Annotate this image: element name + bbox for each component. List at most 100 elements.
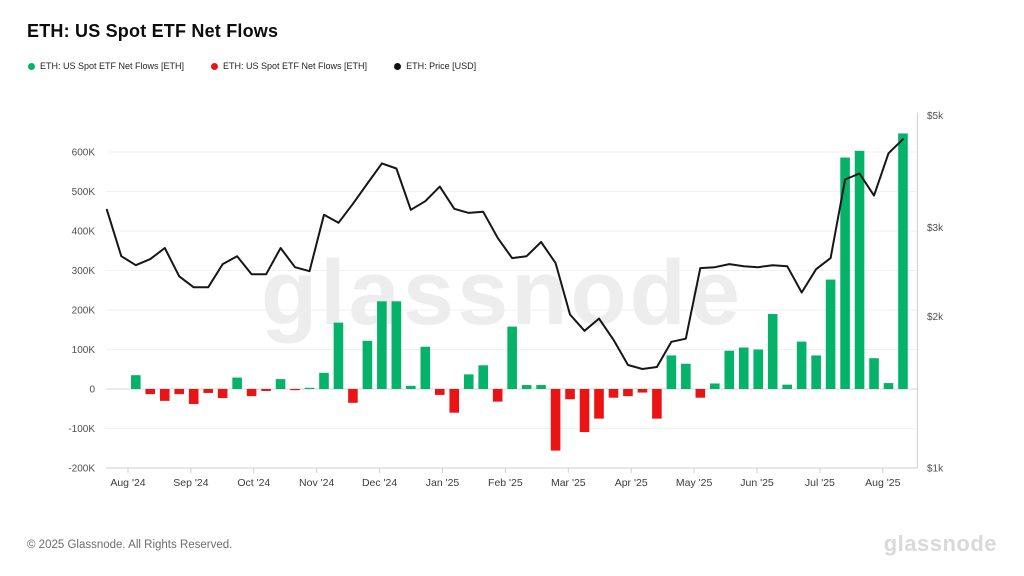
flow-bar[interactable] [449,389,460,413]
flow-bar[interactable] [753,349,764,390]
flow-bar[interactable] [811,355,821,390]
svg-text:0: 0 [89,385,95,396]
svg-text:-200K: -200K [68,464,95,475]
flow-bar[interactable] [825,279,836,389]
svg-text:Nov '24: Nov '24 [299,477,334,489]
legend-dot-icon [211,62,219,70]
flow-bar[interactable] [232,377,242,390]
net-flow-bars [131,133,908,451]
flow-bar[interactable] [478,365,488,389]
flow-bar[interactable] [681,363,691,389]
svg-text:Apr '25: Apr '25 [615,477,648,489]
flow-bar[interactable] [319,372,329,390]
flow-bar[interactable] [623,389,633,397]
flow-bar[interactable] [261,389,271,391]
svg-text:Aug '24: Aug '24 [110,477,145,489]
flow-bar[interactable] [767,313,778,389]
flow-bar[interactable] [710,383,720,389]
flow-bar[interactable] [420,346,431,390]
svg-text:400K: 400K [72,227,96,238]
legend-dot-icon [28,62,35,70]
flow-bar[interactable] [304,387,315,389]
flow-bar[interactable] [159,389,170,401]
flow-bar[interactable] [463,374,474,389]
copyright-text: © 2025 Glassnode. All Rights Reserved. [27,539,233,551]
legend-item-label: ETH: Price [USD] [406,61,477,71]
flow-bar[interactable] [507,326,517,389]
flow-bar[interactable] [579,389,590,433]
legend-item-0[interactable]: ETH: US Spot ETF Net Flows [ETH] [28,61,184,71]
flow-bar[interactable] [275,379,286,390]
chart-title: ETH: US Spot ETF Net Flows [27,21,279,41]
flow-bar[interactable] [840,157,850,389]
svg-text:100K: 100K [72,345,96,356]
flow-bar[interactable] [348,389,358,403]
flow-bar[interactable] [536,385,546,389]
svg-text:200K: 200K [72,306,96,317]
flow-bar[interactable] [724,350,735,390]
flow-bar[interactable] [290,389,300,391]
flow-bar[interactable] [550,389,561,451]
left-axis-labels: 600K 500K 400K 300K 200K 100K 0 -100K -200K [68,148,95,475]
svg-text:$1k: $1k [927,464,944,475]
flow-bar[interactable] [854,150,865,389]
flow-bar[interactable] [883,383,894,389]
svg-text:Aug '25: Aug '25 [865,477,900,489]
svg-text:Sep '24: Sep '24 [173,477,208,489]
flow-bar[interactable] [246,389,257,397]
svg-text:Jan '25: Jan '25 [426,477,460,489]
flow-bar[interactable] [652,389,662,419]
legend-item-1[interactable]: ETH: US Spot ETF Net Flows [ETH] [211,61,367,71]
flow-bar[interactable] [594,389,604,419]
price-line[interactable] [105,138,904,370]
svg-text:$2k: $2k [927,312,944,323]
svg-text:500K: 500K [72,187,96,198]
flow-bar[interactable] [174,389,185,395]
flow-bar[interactable] [217,389,228,399]
flow-bar[interactable] [666,355,677,390]
flow-bar[interactable] [203,389,213,393]
flow-bar[interactable] [492,389,503,402]
flow-bar[interactable] [362,340,373,389]
svg-text:May '25: May '25 [676,477,713,489]
right-axis-labels: $5k $3k $2k $1k [917,111,944,475]
legend-item-label: ETH: US Spot ETF Net Flows [ETH] [40,61,185,71]
x-axis: Aug '24 Sep '24 Oct '24 Nov '24 Dec '24 Jan '… [106,467,917,489]
svg-text:Jun '25: Jun '25 [740,477,774,489]
legend-item-2[interactable]: ETH: Price [USD] [394,61,476,71]
svg-text:300K: 300K [72,266,96,277]
flow-bar[interactable] [434,389,445,395]
flow-bar[interactable] [565,389,575,400]
svg-text:Oct '24: Oct '24 [237,477,270,489]
flow-bar[interactable] [333,322,344,389]
flow-bar[interactable] [637,389,648,393]
svg-text:Mar '25: Mar '25 [551,477,586,489]
flow-bar[interactable] [738,347,749,389]
flow-bar[interactable] [869,358,879,389]
svg-text:-100K: -100K [68,424,95,435]
flow-bar[interactable] [898,133,908,389]
flow-bar[interactable] [608,389,619,398]
flow-bar[interactable] [406,385,416,389]
flow-bar[interactable] [131,375,141,390]
svg-text:Dec '24: Dec '24 [362,477,397,489]
svg-text:$3k: $3k [927,223,944,234]
legend-dot-icon [394,62,402,70]
legend-item-label: ETH: US Spot ETF Net Flows [ETH] [223,61,368,71]
svg-text:Feb '25: Feb '25 [488,477,523,489]
svg-text:$5k: $5k [927,111,944,122]
flow-bar[interactable] [521,385,532,389]
flow-bar[interactable] [145,389,156,395]
watermark-text: glassnode [261,242,743,344]
flow-bar[interactable] [188,389,199,405]
glassnode-logo: glassnode [883,531,997,556]
legend: ETH: US Spot ETF Net Flows [ETH] ETH: US … [28,61,476,71]
flow-bar[interactable] [782,384,792,389]
flow-bar[interactable] [695,389,706,398]
flow-bar[interactable] [796,341,807,389]
svg-text:600K: 600K [72,148,96,159]
svg-text:Jul '25: Jul '25 [805,477,835,489]
flow-bar[interactable] [377,301,387,389]
flow-bar[interactable] [391,301,402,389]
